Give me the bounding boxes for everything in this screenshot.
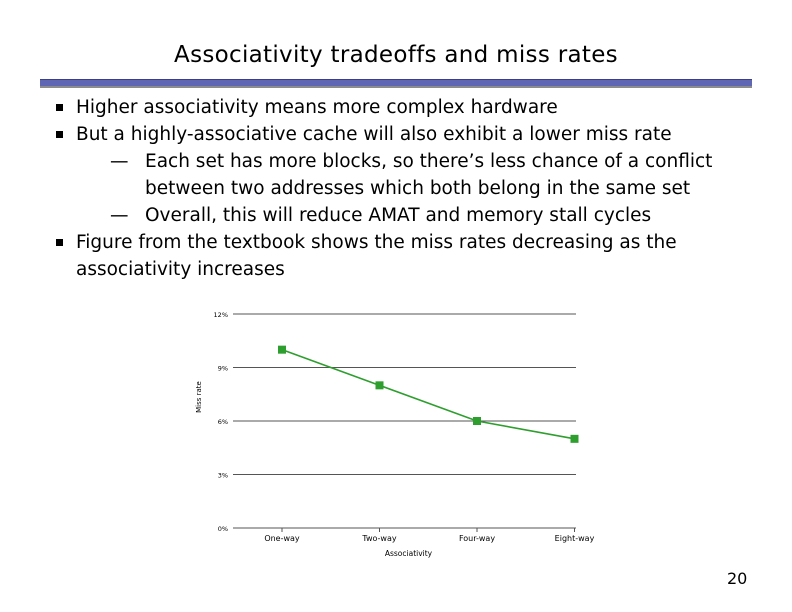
y-tick-label: 0% [218,525,228,533]
sub-bullet-text: Each set has more blocks, so there’s les… [145,151,713,199]
x-tick-label: One-way [264,534,300,543]
x-tick-label: Two-way [361,534,396,543]
x-tick-label: Four-way [459,534,495,543]
bullet-text: Higher associativity means more complex … [76,97,558,118]
bullet-list: Higher associativity means more complex … [56,94,776,283]
dash-icon: — [110,205,129,226]
data-point [473,417,481,425]
bullet-text: Figure from the textbook shows the miss … [76,232,677,280]
title-divider [40,79,752,88]
x-axis-title: Associativity [385,549,433,558]
data-point [375,381,384,390]
series-line [281,348,575,440]
bullet-item: But a highly-associative cache will also… [56,121,776,229]
bullet-text: But a highly-associative cache will also… [76,124,672,145]
x-tick-label: Eight-way [555,534,595,543]
data-point [570,434,579,443]
sub-bullet-item: — Each set has more blocks, so there’s l… [110,148,776,202]
page-number: 20 [727,569,748,588]
data-point [278,345,286,354]
y-axis-title: Miss rate [195,381,203,413]
dash-icon: — [110,151,129,172]
bullet-square-icon [56,131,63,138]
y-tick-label: 6% [218,418,228,426]
sub-bullet-text: Overall, this will reduce AMAT and memor… [145,205,652,226]
bullet-item: Higher associativity means more complex … [56,94,776,121]
y-tick-label: 12% [214,311,228,319]
bullet-item: Figure from the textbook shows the miss … [56,229,776,283]
sub-bullet-item: — Overall, this will reduce AMAT and mem… [110,202,776,229]
y-tick-label: 3% [218,472,228,480]
bullet-square-icon [56,239,63,246]
slide-title: Associativity tradeoffs and miss rates [174,42,618,68]
miss-rate-chart: 0% 3% 6% 9% 12% One-way Two-way Four-way Eight-w… [195,311,595,558]
y-tick-label: 9% [218,365,228,373]
sub-bullet-list: — Each set has more blocks, so there’s l… [76,148,776,229]
bullet-square-icon [56,104,63,111]
